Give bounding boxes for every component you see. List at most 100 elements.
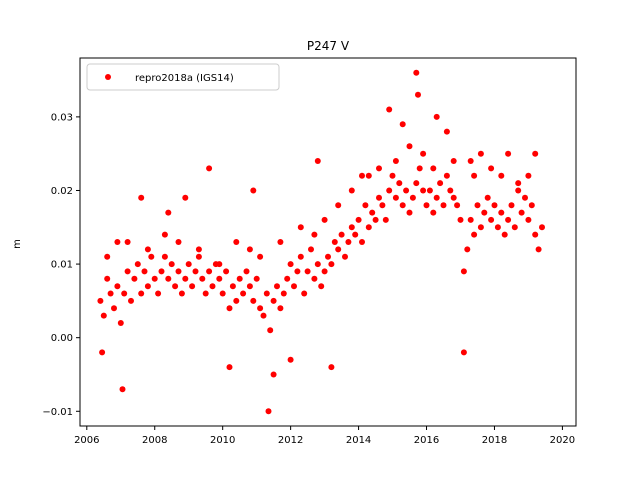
data-point (440, 202, 447, 209)
x-tick-label: 2006 (74, 435, 99, 446)
data-point (202, 290, 209, 297)
data-point (386, 106, 393, 113)
data-point (423, 202, 430, 209)
data-point (308, 246, 314, 253)
data-point (294, 268, 301, 275)
data-point (219, 290, 226, 297)
data-point (392, 158, 399, 164)
x-tick-label: 2010 (210, 435, 235, 446)
data-point (260, 312, 267, 319)
data-point (467, 216, 474, 223)
data-point (277, 239, 284, 245)
data-point (189, 283, 196, 290)
x-tick-label: 2008 (142, 435, 167, 446)
data-point (148, 253, 155, 260)
data-point (121, 290, 128, 297)
data-point (471, 231, 478, 238)
data-point (539, 224, 545, 231)
data-point (280, 290, 287, 297)
data-point (532, 231, 539, 238)
data-point (362, 202, 369, 209)
data-point (301, 290, 308, 297)
data-point (481, 209, 488, 216)
data-point (165, 275, 172, 282)
data-point (233, 297, 240, 304)
data-point (270, 371, 277, 378)
data-point (321, 268, 328, 275)
legend-label: repro2018a (IGS14) (135, 73, 234, 84)
data-point (216, 261, 223, 268)
data-point (515, 180, 522, 187)
data-point (501, 231, 508, 238)
data-point (491, 202, 498, 209)
data-point (297, 224, 304, 231)
data-point (287, 261, 294, 268)
data-point (226, 305, 233, 312)
data-point (192, 268, 199, 275)
data-point (386, 187, 393, 194)
data-point (124, 239, 131, 245)
data-point (311, 275, 318, 282)
data-point (535, 246, 542, 253)
data-point (420, 150, 427, 157)
data-point (246, 283, 253, 290)
data-point (403, 187, 410, 194)
data-point (359, 172, 365, 179)
data-point (430, 165, 437, 172)
data-point (117, 320, 124, 326)
data-point (175, 268, 182, 275)
x-tick-label: 2016 (414, 435, 439, 446)
data-point (151, 275, 158, 282)
data-point (505, 150, 512, 157)
data-point (195, 246, 202, 253)
data-point (406, 209, 413, 216)
data-point (229, 283, 236, 290)
data-point (328, 261, 335, 268)
data-point (342, 253, 348, 260)
data-point (161, 253, 168, 260)
data-point (270, 297, 277, 304)
data-point (515, 187, 522, 194)
data-point (233, 239, 240, 245)
data-point (443, 172, 450, 179)
data-point (195, 253, 202, 260)
data-point (287, 356, 294, 363)
y-axis: −0.01 0.00 0.01 0.02 0.03 (42, 112, 80, 418)
data-point (488, 216, 495, 223)
data-point (348, 224, 355, 231)
data-point (107, 290, 114, 297)
legend-box (86, 63, 280, 91)
y-tick-label: 0.01 (51, 260, 73, 271)
data-point (376, 165, 382, 172)
data-point (185, 261, 192, 268)
data-point (460, 349, 467, 356)
data-point (114, 283, 121, 290)
data-point (265, 408, 272, 415)
data-point (511, 224, 518, 231)
data-point (467, 158, 474, 164)
data-point (240, 290, 247, 297)
y-tick-label: 0.02 (51, 186, 73, 197)
data-point (250, 297, 257, 304)
data-point (447, 187, 454, 194)
data-point (314, 261, 321, 268)
data-point (348, 187, 355, 194)
data-point (359, 239, 365, 245)
data-point (253, 275, 260, 282)
data-point (178, 290, 185, 297)
data-point (460, 268, 467, 275)
data-point (128, 297, 134, 304)
data-point (376, 194, 382, 201)
data-point (321, 216, 328, 223)
data-point (426, 187, 433, 194)
data-point (291, 283, 297, 290)
data-point (226, 364, 233, 371)
data-point (124, 268, 131, 275)
data-point (138, 194, 145, 201)
data-point (389, 172, 396, 179)
data-point (498, 172, 505, 179)
data-point (508, 202, 515, 209)
data-point (284, 275, 291, 282)
data-point (406, 143, 413, 150)
data-point (443, 128, 450, 135)
